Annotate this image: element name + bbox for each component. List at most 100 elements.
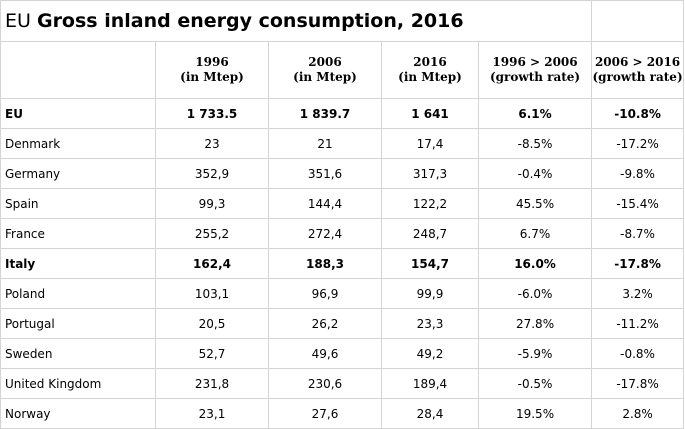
value-2016-cell: 17,4: [381, 128, 479, 159]
growth-1996-2006-cell: 19.5%: [477, 398, 593, 429]
title-main: Gross inland energy consumption, 2016: [36, 10, 464, 32]
header-growth-1996-2006: 1996 > 2006 (growth rate): [477, 41, 593, 99]
country-cell: Spain: [0, 188, 156, 219]
growth-1996-2006-cell: -5.9%: [477, 338, 593, 369]
growth-1996-2006-cell: -8.5%: [477, 128, 593, 159]
value-2016-cell: 154,7: [381, 248, 479, 279]
value-2006-cell: 27,6: [268, 398, 382, 429]
growth-2006-2016-cell: -17.8%: [591, 368, 685, 399]
table-row: Germany 352,9 351,6 317,3 -0.4% -9.8%: [0, 158, 685, 189]
value-2016-cell: 189,4: [381, 368, 479, 399]
country-cell: Sweden: [0, 338, 156, 369]
value-1996-cell: 352,9: [155, 158, 269, 189]
value-1996-cell: 1 733.5: [155, 98, 269, 129]
value-1996-cell: 255,2: [155, 218, 269, 249]
value-2016-cell: 49,2: [381, 338, 479, 369]
growth-2006-2016-cell: 2.8%: [591, 398, 685, 429]
growth-1996-2006-cell: 16.0%: [477, 248, 593, 279]
header-1996-year: 1996: [195, 55, 229, 69]
header-growth-2006-2016: 2006 > 2016 (growth rate): [591, 41, 685, 99]
country-cell: Poland: [0, 278, 156, 309]
country-cell: Portugal: [0, 308, 156, 339]
value-1996-cell: 162,4: [155, 248, 269, 279]
country-cell: Germany: [0, 158, 156, 189]
growth-2006-2016-cell: -15.4%: [591, 188, 685, 219]
value-2006-cell: 1 839.7: [268, 98, 382, 129]
table-row: Sweden 52,7 49,6 49,2 -5.9% -0.8%: [0, 338, 685, 369]
header-2016: 2016 (in Mtep): [381, 41, 479, 99]
title-prefix: EU: [5, 10, 31, 32]
table-row: Italy 162,4 188,3 154,7 16.0% -17.8%: [0, 248, 685, 279]
country-cell: EU: [0, 98, 156, 129]
table-row: France 255,2 272,4 248,7 6.7% -8.7%: [0, 218, 685, 249]
header-1996-unit: (in Mtep): [180, 70, 244, 84]
value-1996-cell: 52,7: [155, 338, 269, 369]
value-2016-cell: 99,9: [381, 278, 479, 309]
growth-2006-2016-cell: -17.8%: [591, 248, 685, 279]
value-2016-cell: 122,2: [381, 188, 479, 219]
country-cell: Italy: [0, 248, 156, 279]
table-body: EU 1 733.5 1 839.7 1 641 6.1% -10.8% Denmark 23…: [0, 98, 685, 429]
value-2016-cell: 1 641: [381, 98, 479, 129]
country-cell: Norway: [0, 398, 156, 429]
header-2016-year: 2016: [413, 55, 447, 69]
value-1996-cell: 103,1: [155, 278, 269, 309]
country-cell: France: [0, 218, 156, 249]
value-1996-cell: 23,1: [155, 398, 269, 429]
table-title: EU Gross inland energy consumption, 2016: [0, 0, 593, 42]
value-2006-cell: 188,3: [268, 248, 382, 279]
header-growth-2006-2016-period: 2006 > 2016: [594, 55, 681, 69]
table-row: Portugal 20,5 26,2 23,3 27.8% -11.2%: [0, 308, 685, 339]
value-2006-cell: 144,4: [268, 188, 382, 219]
value-2006-cell: 230,6: [268, 368, 382, 399]
growth-2006-2016-cell: -17.2%: [591, 128, 685, 159]
table-row: EU 1 733.5 1 839.7 1 641 6.1% -10.8%: [0, 98, 685, 129]
growth-1996-2006-cell: -6.0%: [477, 278, 593, 309]
value-2016-cell: 23,3: [381, 308, 479, 339]
growth-2006-2016-cell: -0.8%: [591, 338, 685, 369]
growth-1996-2006-cell: 27.8%: [477, 308, 593, 339]
header-1996: 1996 (in Mtep): [155, 41, 269, 99]
country-cell: United Kingdom: [0, 368, 156, 399]
value-2016-cell: 28,4: [381, 398, 479, 429]
growth-2006-2016-cell: -9.8%: [591, 158, 685, 189]
value-2016-cell: 248,7: [381, 218, 479, 249]
header-2016-unit: (in Mtep): [398, 70, 462, 84]
value-1996-cell: 99,3: [155, 188, 269, 219]
country-cell: Denmark: [0, 128, 156, 159]
table-row: Denmark 23 21 17,4 -8.5% -17.2%: [0, 128, 685, 159]
header-growth-1996-2006-unit: (growth rate): [489, 70, 581, 84]
header-growth-1996-2006-period: 1996 > 2006: [492, 55, 578, 69]
value-2006-cell: 49,6: [268, 338, 382, 369]
value-2006-cell: 351,6: [268, 158, 382, 189]
table-row: Spain 99,3 144,4 122,2 45.5% -15.4%: [0, 188, 685, 219]
header-2006-unit: (in Mtep): [293, 70, 357, 84]
growth-1996-2006-cell: -0.5%: [477, 368, 593, 399]
growth-2006-2016-cell: -10.8%: [591, 98, 685, 129]
table-row: Poland 103,1 96,9 99,9 -6.0% 3.2%: [0, 278, 685, 309]
value-1996-cell: 23: [155, 128, 269, 159]
growth-1996-2006-cell: -0.4%: [477, 158, 593, 189]
header-growth-2006-2016-unit: (growth rate): [592, 70, 683, 84]
value-1996-cell: 231,8: [155, 368, 269, 399]
growth-1996-2006-cell: 6.1%: [477, 98, 593, 129]
value-2006-cell: 21: [268, 128, 382, 159]
header-country: [0, 41, 156, 99]
value-2006-cell: 272,4: [268, 218, 382, 249]
growth-1996-2006-cell: 6.7%: [477, 218, 593, 249]
value-1996-cell: 20,5: [155, 308, 269, 339]
header-2006-year: 2006: [308, 55, 342, 69]
title-row: EU Gross inland energy consumption, 2016: [0, 0, 685, 42]
title-empty-cell: [591, 0, 685, 42]
header-row: 1996 (in Mtep) 2006 (in Mtep) 2016 (in Mtep…: [0, 41, 685, 99]
growth-2006-2016-cell: 3.2%: [591, 278, 685, 309]
value-2006-cell: 26,2: [268, 308, 382, 339]
growth-1996-2006-cell: 45.5%: [477, 188, 593, 219]
header-2006: 2006 (in Mtep): [268, 41, 382, 99]
growth-2006-2016-cell: -8.7%: [591, 218, 685, 249]
value-2006-cell: 96,9: [268, 278, 382, 309]
table-row: Norway 23,1 27,6 28,4 19.5% 2.8%: [0, 398, 685, 429]
value-2016-cell: 317,3: [381, 158, 479, 189]
table-row: United Kingdom 231,8 230,6 189,4 -0.5% -17.8%: [0, 368, 685, 399]
